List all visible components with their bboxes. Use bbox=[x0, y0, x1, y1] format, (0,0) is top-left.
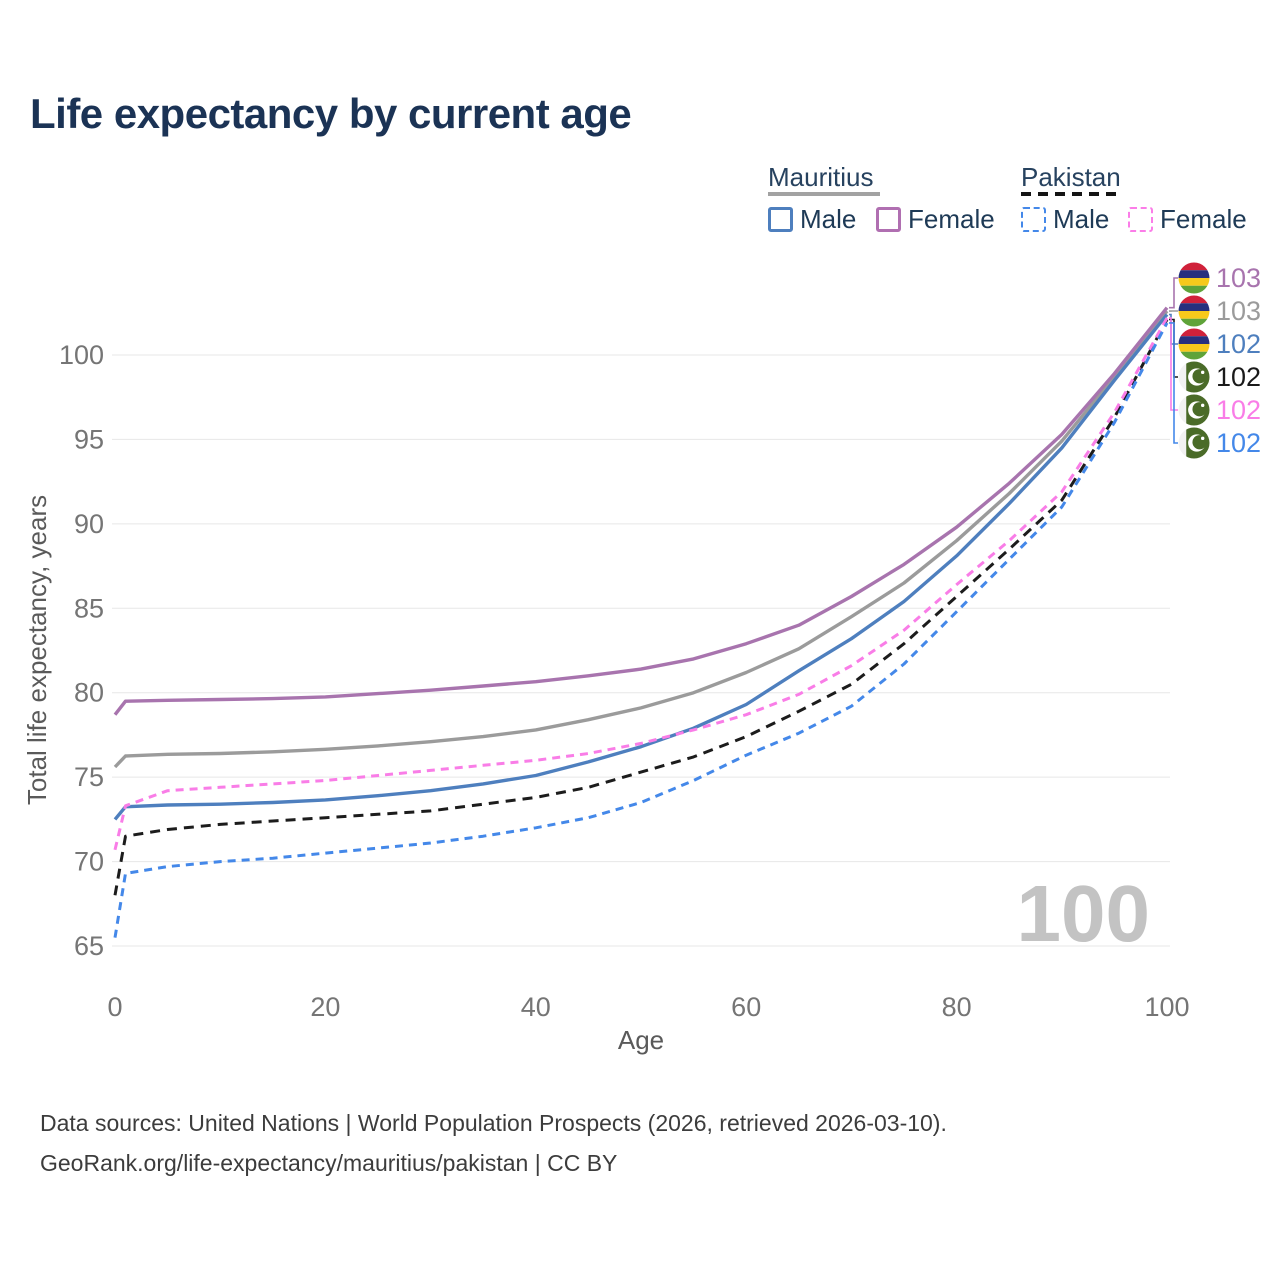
end-value-label-mauritius-overall: 103 bbox=[1216, 296, 1261, 326]
leader-line-mauritius-female bbox=[1169, 277, 1178, 309]
y-tick-label: 80 bbox=[74, 678, 104, 708]
mauritius-solid-line-sample bbox=[768, 192, 880, 196]
legend-swatch-pakistan-female[interactable] bbox=[1128, 207, 1153, 232]
x-tick-label: 100 bbox=[1144, 992, 1189, 1022]
pakistan-flag-icon bbox=[1178, 394, 1210, 426]
legend-country-pakistan[interactable]: Pakistan bbox=[1021, 162, 1121, 192]
x-tick-label: 80 bbox=[942, 992, 972, 1022]
x-tick-label: 20 bbox=[310, 992, 340, 1022]
legend-label-pakistan-male[interactable]: Male bbox=[1053, 204, 1110, 234]
mauritius-flag-icon bbox=[1178, 262, 1210, 294]
series-line-pakistan-male bbox=[113, 322, 1169, 938]
y-tick-label: 95 bbox=[74, 424, 104, 454]
legend-swatch-mauritius-female[interactable] bbox=[876, 207, 901, 232]
legend-label-mauritius-male[interactable]: Male bbox=[800, 204, 857, 234]
current-age-watermark: 100 bbox=[1017, 869, 1150, 958]
legend-swatch-pakistan-male[interactable] bbox=[1021, 207, 1046, 232]
y-tick-label: 65 bbox=[74, 931, 104, 961]
x-tick-label: 0 bbox=[107, 992, 122, 1022]
y-tick-label: 90 bbox=[74, 509, 104, 539]
end-value-label-pakistan-male: 102 bbox=[1216, 428, 1261, 458]
legend-label-mauritius-female[interactable]: Female bbox=[908, 204, 995, 234]
end-value-label-mauritius-male: 102 bbox=[1216, 329, 1261, 359]
series-line-mauritius-female bbox=[113, 306, 1169, 716]
legend-label-pakistan-female[interactable]: Female bbox=[1160, 204, 1247, 234]
pakistan-flag-icon bbox=[1178, 361, 1210, 393]
mauritius-flag-icon bbox=[1178, 328, 1210, 360]
end-value-label-pakistan-overall: 102 bbox=[1216, 362, 1261, 392]
end-value-label-pakistan-female: 102 bbox=[1216, 395, 1261, 425]
series-line-mauritius-male bbox=[113, 313, 1169, 821]
x-axis-title: Age bbox=[618, 1025, 664, 1055]
y-tick-label: 70 bbox=[74, 847, 104, 877]
pakistan-flag-icon bbox=[1178, 427, 1210, 459]
series-line-mauritius-overall bbox=[113, 310, 1169, 769]
page-title: Life expectancy by current age bbox=[30, 90, 632, 137]
x-tick-label: 60 bbox=[731, 992, 761, 1022]
y-tick-label: 75 bbox=[74, 762, 104, 792]
mauritius-flag-icon bbox=[1178, 295, 1210, 327]
end-value-label-mauritius-female: 103 bbox=[1216, 263, 1261, 293]
y-tick-label: 85 bbox=[74, 593, 104, 623]
series-line-pakistan-female bbox=[113, 317, 1169, 851]
leader-line-pakistan-male bbox=[1169, 322, 1178, 444]
pakistan-dashed-line-sample bbox=[1021, 192, 1118, 196]
x-tick-label: 40 bbox=[521, 992, 551, 1022]
series-line-pakistan-overall bbox=[113, 318, 1169, 896]
georank-attribution-text: GeoRank.org/life-expectancy/mauritius/pa… bbox=[40, 1150, 618, 1176]
legend-swatch-mauritius-male[interactable] bbox=[768, 207, 793, 232]
y-axis-title: Total life expectancy, years bbox=[22, 495, 52, 805]
data-sources-text: Data sources: United Nations | World Pop… bbox=[40, 1110, 947, 1136]
legend-country-mauritius[interactable]: Mauritius bbox=[768, 162, 874, 192]
y-tick-label: 100 bbox=[59, 340, 104, 370]
